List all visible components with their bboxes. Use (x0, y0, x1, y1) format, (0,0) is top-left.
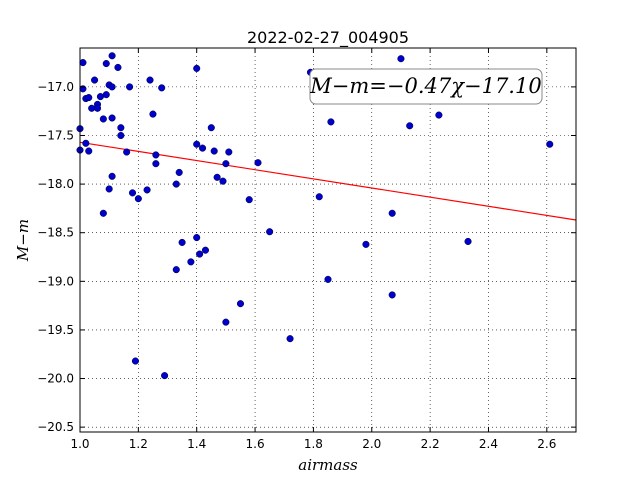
data-point (196, 250, 204, 258)
data-point (123, 148, 131, 156)
y-axis-title: M−m (14, 219, 32, 262)
data-point (146, 76, 154, 84)
x-tick-label: 2.4 (479, 437, 498, 451)
data-points (76, 52, 554, 380)
data-point (102, 91, 110, 99)
data-point (117, 124, 125, 132)
annotation-box (309, 68, 543, 105)
data-point (175, 168, 183, 176)
data-point (236, 300, 245, 308)
data-point (222, 160, 230, 168)
data-point (213, 173, 221, 181)
y-tick-label: −18.0 (37, 177, 74, 191)
data-point (85, 147, 93, 155)
x-tick-label: 1.6 (246, 437, 265, 451)
data-point (266, 228, 274, 236)
data-point (327, 118, 335, 126)
data-point (126, 83, 134, 91)
data-point (464, 237, 472, 246)
data-point (152, 160, 160, 168)
fit-line (79, 141, 577, 221)
data-point (210, 147, 218, 155)
data-point (99, 209, 107, 217)
data-point (149, 110, 157, 118)
data-point (161, 372, 169, 380)
data-point (222, 318, 230, 326)
data-point (99, 115, 107, 123)
data-point (254, 159, 262, 167)
data-point (286, 335, 294, 343)
data-point (388, 291, 396, 299)
data-point (178, 238, 186, 246)
data-point (193, 64, 201, 72)
y-tick-label: −20.5 (37, 420, 74, 434)
data-point (79, 59, 87, 67)
data-point (108, 52, 116, 60)
data-point (108, 172, 116, 180)
data-point (114, 63, 122, 71)
data-point (102, 60, 110, 68)
data-point (131, 357, 139, 365)
data-point (82, 139, 90, 147)
data-point (134, 195, 142, 203)
x-axis-title: airmass (298, 456, 358, 474)
x-tick-label: 1.0 (70, 437, 89, 451)
data-point (397, 55, 405, 63)
data-point (91, 76, 99, 84)
data-point (362, 240, 370, 248)
data-point (324, 275, 332, 283)
data-point (108, 83, 116, 91)
data-point (219, 177, 227, 185)
x-tick-label: 1.4 (187, 437, 206, 451)
fit-line-group (79, 141, 577, 221)
fit-equation: M−m=−0.47χ−17.10 (309, 74, 541, 98)
x-tick-label: 1.8 (304, 437, 323, 451)
data-point (158, 84, 166, 92)
data-point (85, 94, 93, 102)
data-point (93, 104, 102, 112)
data-point (172, 180, 180, 188)
x-tick-label: 2.6 (537, 437, 556, 451)
data-point (406, 122, 414, 130)
data-point (128, 189, 137, 197)
plot-frame (79, 47, 577, 433)
data-point (105, 185, 113, 193)
data-point (315, 193, 323, 201)
y-tick-label: −17.5 (37, 128, 74, 142)
y-tick-label: −20.0 (37, 372, 74, 386)
x-tick-label: 1.2 (129, 437, 148, 451)
data-point (108, 114, 116, 122)
data-point (172, 266, 180, 274)
chart-title: 2022-02-27_004905 (247, 28, 409, 48)
y-tick-label: −19.0 (37, 274, 74, 288)
data-point (546, 140, 554, 148)
axis-ticks: 1.0 1.2 1.4 1.6 1.8 2.0 2.2 2.4 2.6 −17.0 −17.5 −18… (37, 48, 576, 451)
data-point (207, 124, 215, 132)
fit-annotation: M−m=−0.47χ−17.10 (309, 68, 543, 105)
y-tick-label: −19.5 (37, 323, 74, 337)
data-point (117, 131, 125, 140)
data-point (435, 111, 443, 119)
y-tick-label: −17.0 (37, 80, 74, 94)
data-point (193, 234, 201, 242)
x-tick-label: 2.0 (362, 437, 381, 451)
data-point (193, 140, 201, 148)
data-point (245, 196, 253, 204)
data-point (143, 186, 151, 194)
x-tick-label: 2.2 (421, 437, 440, 451)
data-point (152, 151, 160, 159)
data-point (198, 144, 207, 152)
plot-area (80, 48, 576, 432)
data-point (201, 246, 210, 254)
data-point (225, 148, 233, 156)
data-point (388, 209, 396, 217)
data-point (187, 258, 195, 266)
y-tick-label: −18.5 (37, 226, 74, 240)
